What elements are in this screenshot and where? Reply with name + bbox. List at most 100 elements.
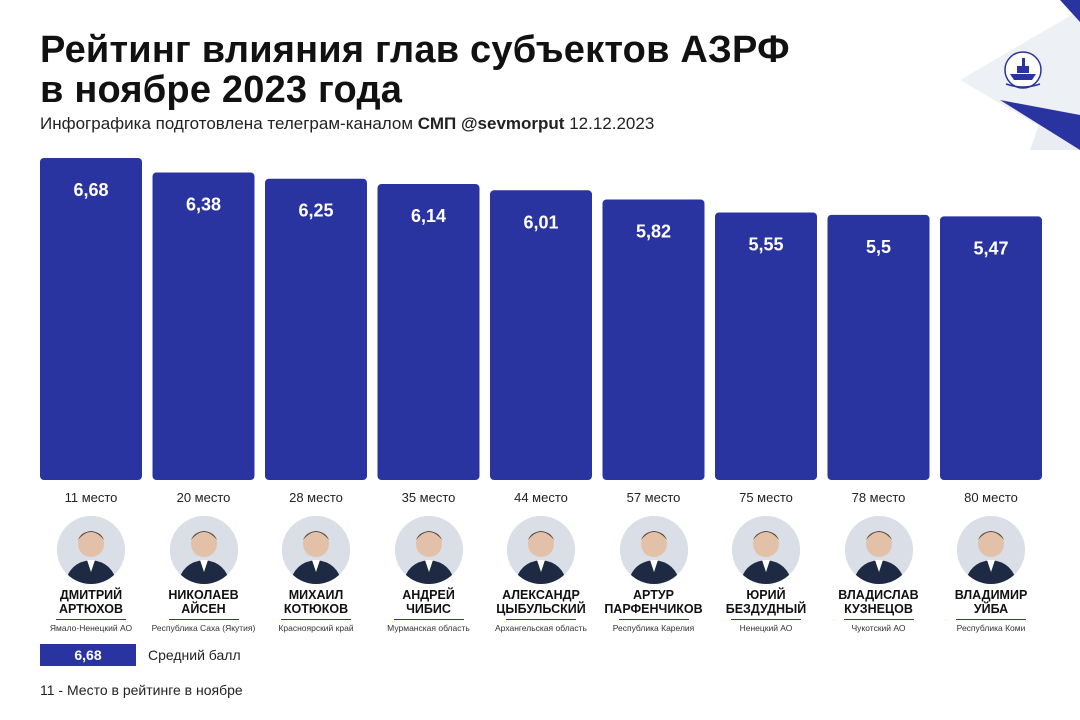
bar-value-label-1: 6,68	[73, 180, 108, 200]
name-underline	[281, 619, 351, 620]
ship-logo-icon	[1004, 51, 1042, 89]
person-column: 28 место МИХАИЛ КОТЮКОВ Красноярский край	[264, 488, 368, 633]
person-name: ВЛАДИМИР УЙБА	[939, 588, 1043, 616]
bar-3	[265, 178, 367, 480]
rank-label: 44 место	[514, 490, 568, 505]
bar-value-label-2: 6,38	[186, 194, 221, 214]
person-name-line1: МИХАИЛ	[288, 588, 344, 602]
person-column: 80 место ВЛАДИМИР УЙБА Республика Коми	[939, 488, 1043, 633]
person-name: ВЛАДИСЛАВ КУЗНЕЦОВ	[827, 588, 931, 616]
person-name-line2: КУЗНЕЦОВ	[844, 602, 913, 616]
rank-label: 28 место	[289, 490, 343, 505]
person-name-line2: АЙСЕН	[181, 602, 226, 616]
region-label: Ямало-Ненецкий АО	[49, 623, 133, 633]
bar-value-label-6: 5,82	[636, 221, 671, 241]
bar-4	[377, 184, 480, 480]
rank-label: 35 место	[401, 490, 456, 505]
person-name-line1: ЮРИЙ	[746, 588, 786, 602]
person-column: 57 место АРТУР ПАРФЕНЧИКОВ Республика Карел…	[602, 488, 706, 633]
person-column: 11 место ДМИТРИЙ АРТЮХОВ Ямало-Ненецкий АО	[39, 488, 143, 633]
person-portrait-icon	[844, 516, 913, 584]
bar-value-label-4: 6,14	[411, 206, 446, 226]
region-label: Республика Карелия	[612, 623, 695, 633]
name-underline	[618, 619, 689, 620]
person-portrait-icon	[507, 516, 575, 584]
person-name: НИКОЛАЕВ АЙСЕН	[152, 588, 256, 616]
deco-corner-blue	[1060, 0, 1080, 22]
avatar	[957, 516, 1025, 584]
bar-2	[152, 172, 255, 481]
person-column: 75 место ЮРИЙ БЕЗДУДНЫЙ Ненецкий АО	[714, 488, 818, 633]
avatar	[619, 516, 688, 584]
person-portrait-icon	[169, 516, 238, 584]
person-name-line2: ЧИБИС	[406, 602, 451, 616]
name-underline	[956, 619, 1026, 620]
bar-value-label-9: 5,47	[973, 238, 1008, 258]
person-column: 35 место АНДРЕЙ ЧИБИС Мурманская область	[377, 488, 481, 633]
region-label: Архангельская область	[495, 623, 587, 633]
bar-value-label-8: 5,5	[866, 237, 891, 257]
name-underline	[393, 619, 464, 620]
rank-label: 20 место	[176, 490, 231, 505]
person-portrait-icon	[732, 516, 800, 584]
person-name-line2: БЕЗДУДНЫЙ	[725, 602, 807, 616]
name-underline	[843, 619, 914, 620]
bar-9	[940, 216, 1042, 480]
rank-label: 80 место	[964, 490, 1018, 505]
deco-triangle-blue	[1000, 100, 1080, 150]
region-label: Республика Коми	[956, 623, 1026, 633]
name-underline	[56, 619, 126, 620]
person-name: АЛЕКСАНДР ЦЫБУЛЬСКИЙ	[489, 588, 593, 616]
person-name: МИХАИЛ КОТЮКОВ	[264, 588, 368, 616]
avatar	[394, 516, 463, 584]
region-label: Чукотский АО	[851, 623, 906, 633]
bar-8	[827, 214, 930, 480]
avatar	[507, 516, 575, 584]
name-underline	[168, 619, 239, 620]
person-name-line1: НИКОЛАЕВ	[168, 588, 239, 602]
legend-label: Средний балл	[148, 647, 241, 663]
person-name-line1: ВЛАДИМИР	[954, 588, 1028, 602]
person-name-line1: ДМИТРИЙ	[59, 588, 123, 602]
bar-value-label-7: 5,55	[748, 234, 783, 254]
bar-chart: 6,68 6,38 6,25 6,14 6,01 5,82 5,55 5,5 5,47	[40, 158, 1042, 481]
rank-label: 11 место	[64, 490, 118, 505]
rank-label: 78 место	[851, 490, 906, 505]
rank-label: 57 место	[626, 490, 681, 505]
avatar	[282, 516, 350, 584]
name-underline	[506, 619, 576, 620]
page-title: Рейтинг влияния глав субъектов АЗРФ в но…	[40, 30, 790, 110]
region-label: Республика Саха (Якутия)	[151, 623, 256, 633]
subtitle-channel: СМП @sevmorput	[417, 114, 565, 133]
person-portrait-icon	[619, 516, 688, 584]
rank-label: 75 место	[739, 490, 793, 505]
person-portrait-icon	[57, 516, 125, 584]
bar-1	[40, 158, 142, 480]
avatar	[844, 516, 913, 584]
person-name: ЮРИЙ БЕЗДУДНЫЙ	[714, 588, 818, 616]
title-line-1: Рейтинг влияния глав субъектов АЗРФ	[40, 29, 790, 71]
person-name: ДМИТРИЙ АРТЮХОВ	[39, 588, 143, 616]
avatar	[732, 516, 800, 584]
bar-5	[490, 190, 592, 481]
footnote: 11 - Место в рейтинге в ноябре	[40, 682, 243, 698]
bar-value-label-5: 6,01	[523, 212, 558, 232]
bar-6	[602, 199, 705, 481]
person-name-line1: АЛЕКСАНДР	[502, 588, 580, 602]
bar-value-label-3: 6,25	[298, 201, 333, 221]
bar-7	[715, 212, 817, 480]
person-column: 78 место ВЛАДИСЛАВ КУЗНЕЦОВ Чукотский АО	[827, 488, 931, 633]
region-label: Мурманская область	[387, 623, 470, 633]
subtitle-prefix: Инфографика подготовлена телеграм-канало…	[40, 114, 414, 133]
subtitle-date: 12.12.2023	[569, 114, 655, 133]
person-name-line2: УЙБА	[973, 602, 1009, 616]
person-portrait-icon	[957, 516, 1025, 584]
region-label: Красноярский край	[278, 623, 354, 633]
avatar	[57, 516, 125, 584]
person-name-line2: ЦЫБУЛЬСКИЙ	[496, 602, 586, 616]
person-name-line2: АРТЮХОВ	[58, 602, 123, 616]
decoration-triangles	[960, 0, 1080, 150]
person-name-line2: КОТЮКОВ	[283, 602, 349, 616]
person-name-line1: АНДРЕЙ	[402, 588, 455, 602]
subtitle: Инфографика подготовлена телеграм-канало…	[40, 114, 654, 134]
